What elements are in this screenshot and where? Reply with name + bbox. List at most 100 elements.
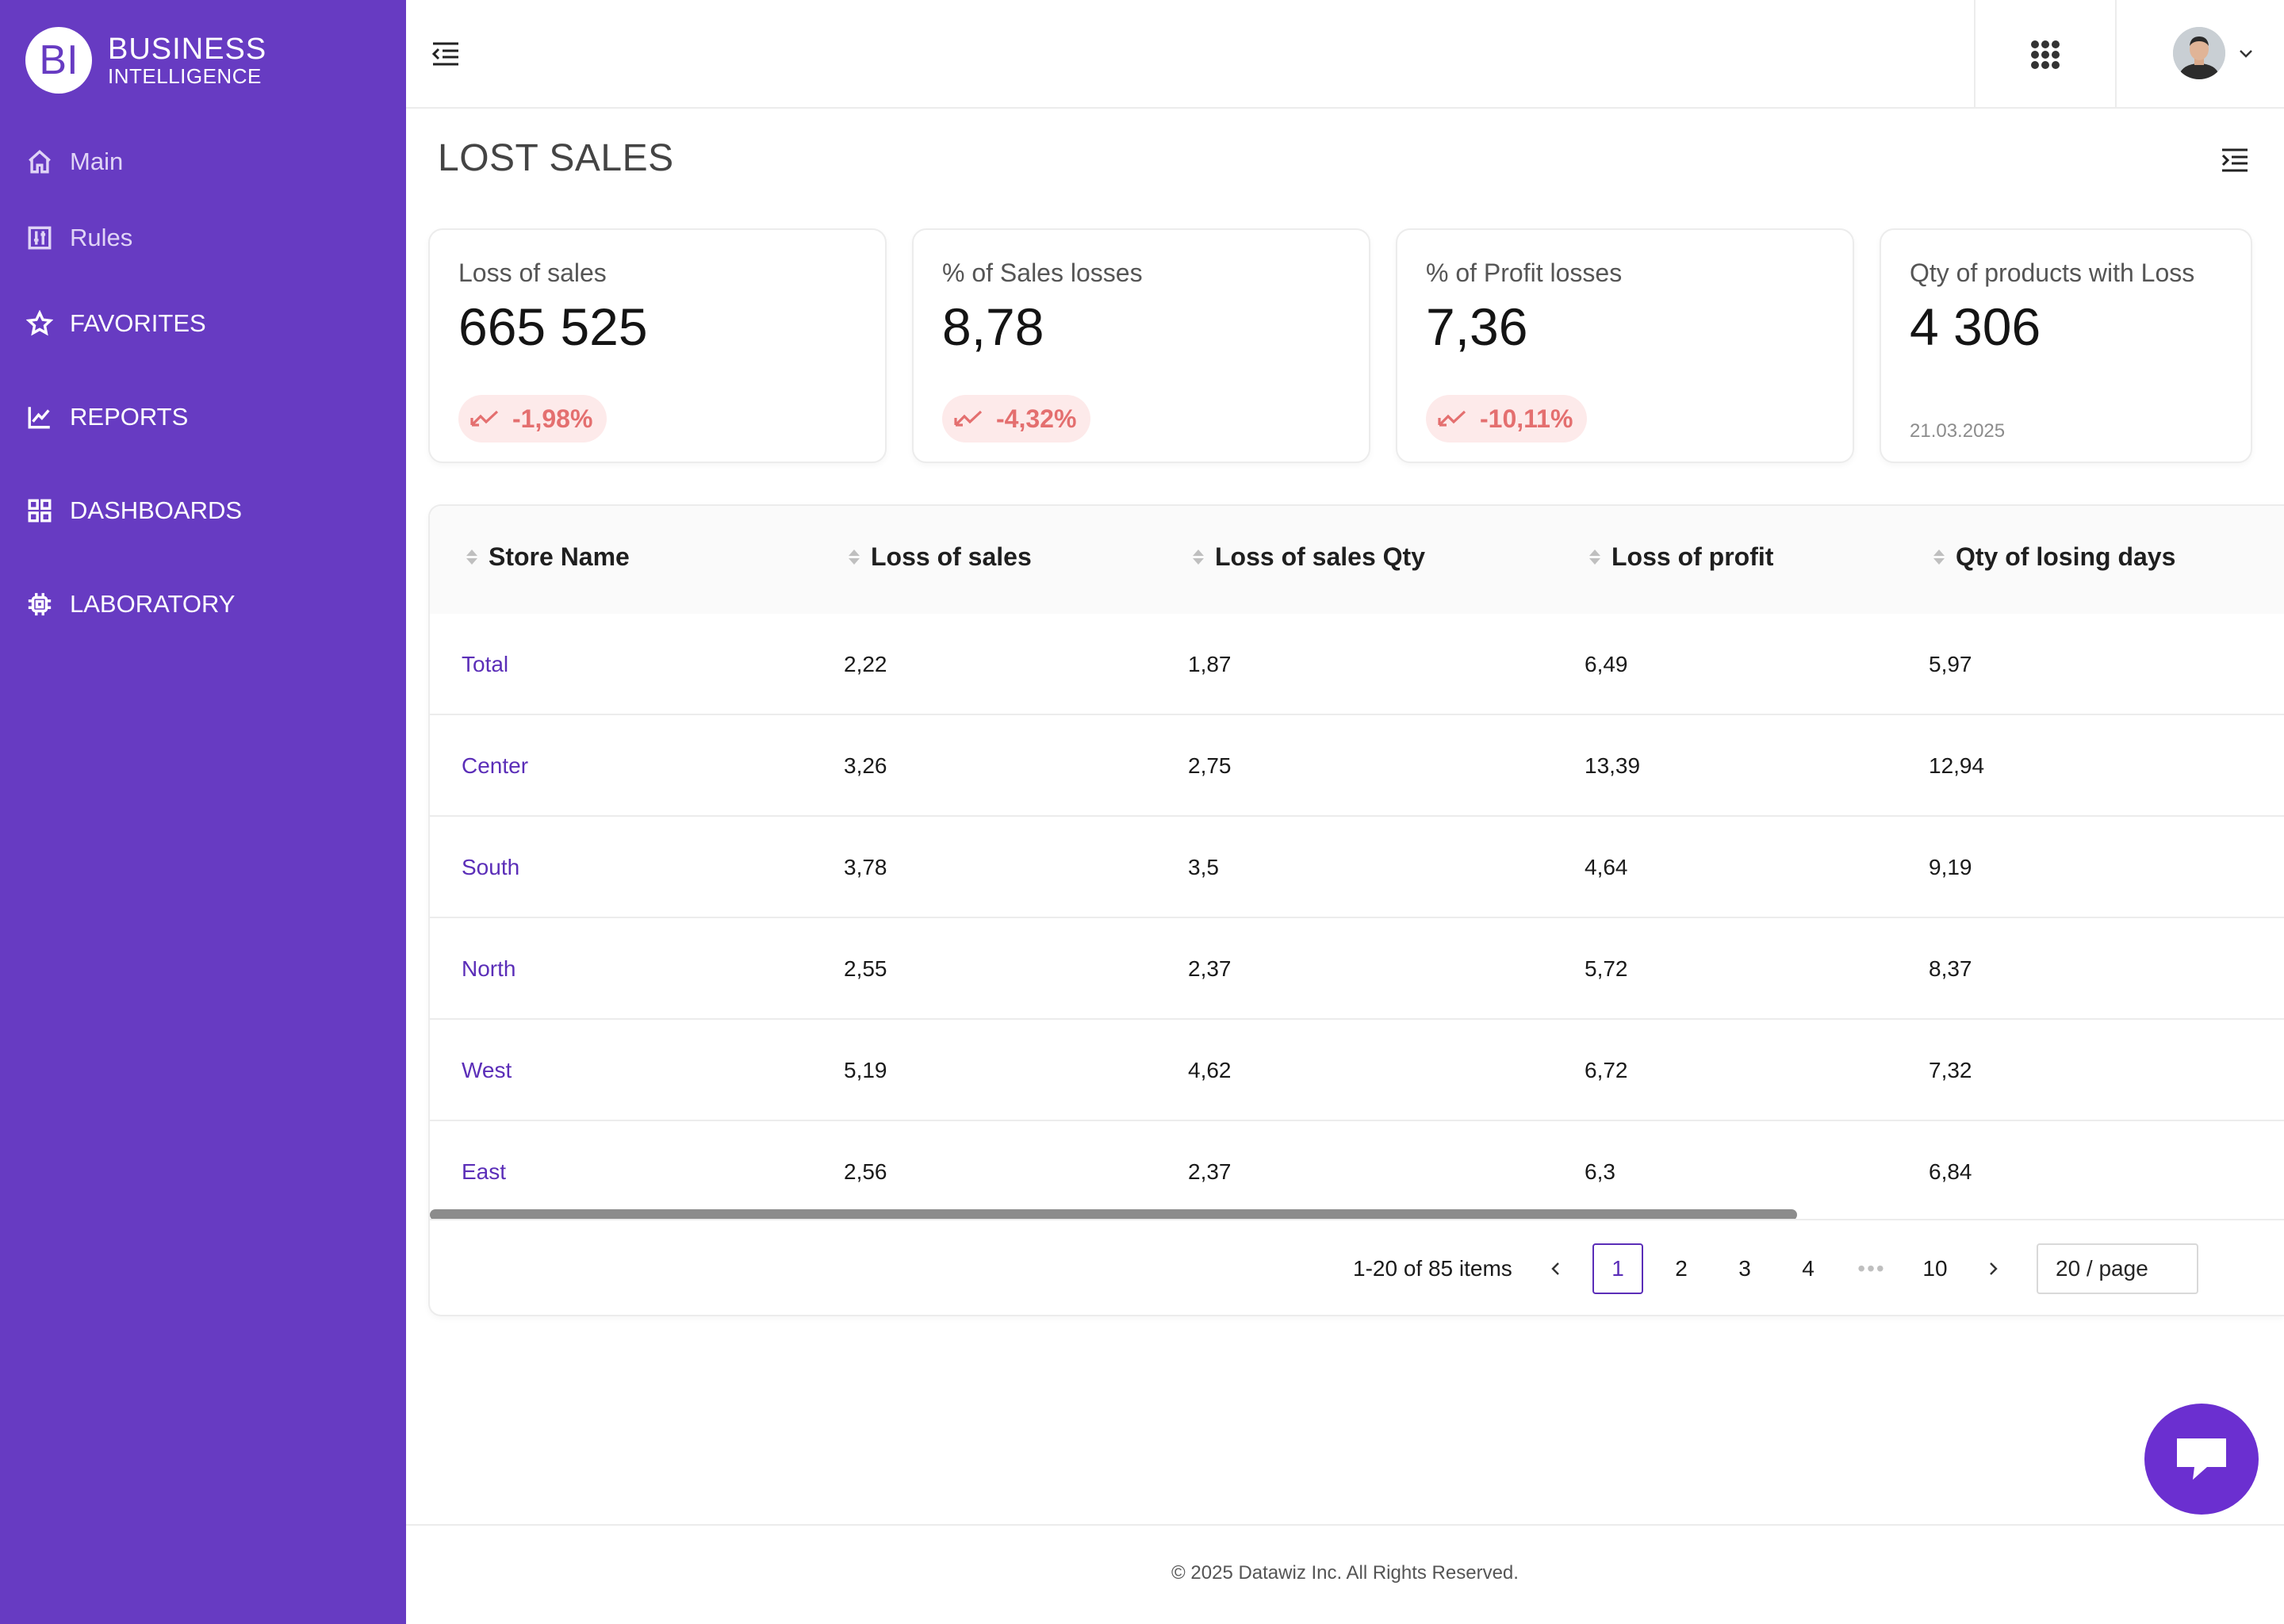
- topbar: [406, 0, 2284, 109]
- logo-mark: BI: [25, 27, 92, 94]
- column-header-label: Loss of sales Qty: [1215, 542, 1425, 571]
- horizontal-scrollbar[interactable]: [430, 1209, 1797, 1220]
- copyright-text: © 2025 Datawiz Inc. All Rights Reserved.: [1171, 1562, 1519, 1584]
- table-cell: 6,84: [1929, 1159, 1972, 1184]
- column-header-loss-of-profit[interactable]: Loss of profit: [1589, 542, 1773, 572]
- kpi-label: % of Profit losses: [1426, 259, 1623, 287]
- sidebar-item-favorites[interactable]: FAVORITES: [25, 309, 206, 338]
- table-cell: 3,78: [844, 855, 887, 879]
- table-cell: 2,56: [844, 1159, 887, 1184]
- footer: © 2025 Datawiz Inc. All Rights Reserved.: [406, 1524, 2284, 1624]
- chevron-left-icon: [1551, 1262, 1559, 1275]
- column-header-label: Qty of losing days: [1956, 542, 2176, 571]
- store-name-link[interactable]: West: [462, 1058, 512, 1082]
- home-icon: [25, 147, 54, 176]
- column-header-label: Loss of profit: [1611, 542, 1774, 571]
- page-title: LOST SALES: [438, 137, 674, 179]
- sliders-icon: [25, 224, 54, 252]
- kpi-label: Loss of sales: [458, 259, 607, 287]
- page-size-select[interactable]: 20 / page: [2037, 1243, 2198, 1294]
- column-header-losing-days[interactable]: Qty of losing days: [1933, 542, 2175, 572]
- column-header-label: Store Name: [489, 542, 630, 571]
- kpi-delta-badge: -10,11%: [1426, 395, 1588, 442]
- page-button-10[interactable]: 10: [1922, 1256, 1948, 1281]
- chat-bubble-icon: [2177, 1438, 2226, 1480]
- kpi-card-sales-losses: % of Sales losses 8,78 -4,32%: [912, 228, 1370, 463]
- column-header-label: Loss of sales: [871, 542, 1032, 571]
- column-header-loss-of-sales[interactable]: Loss of sales: [849, 542, 1032, 572]
- collapse-menu-icon[interactable]: [430, 38, 462, 70]
- grid-icon: [25, 496, 54, 525]
- sort-icon: [466, 550, 477, 565]
- store-name-link[interactable]: East: [462, 1159, 507, 1184]
- store-name-link[interactable]: South: [462, 855, 520, 879]
- table-cell: 4,62: [1188, 1058, 1232, 1082]
- logo-line-2: INTELLIGENCE: [108, 64, 262, 88]
- table-cell: 6,49: [1585, 652, 1628, 676]
- sort-icon: [1193, 550, 1204, 565]
- kpi-card-loss-of-sales: Loss of sales 665 525 -1,98%: [428, 228, 887, 463]
- table-row: Total 2,22 1,87 6,49 5,97: [430, 614, 2284, 715]
- page-button-4[interactable]: 4: [1802, 1256, 1815, 1281]
- store-name-link[interactable]: Total: [462, 652, 509, 676]
- table-cell: 3,5: [1188, 855, 1219, 879]
- page-options-icon[interactable]: [2219, 144, 2251, 176]
- prev-page-button[interactable]: [1540, 1243, 1572, 1294]
- sidebar-item-reports[interactable]: REPORTS: [25, 403, 188, 431]
- apps-button[interactable]: [1974, 0, 2117, 109]
- kpi-value: 4 306: [1910, 297, 2041, 356]
- chevron-right-icon: [1990, 1262, 1998, 1275]
- table-row: North 2,55 2,37 5,72 8,37: [430, 918, 2284, 1020]
- page-button-2[interactable]: 2: [1675, 1256, 1688, 1281]
- table-cell: 5,72: [1585, 956, 1628, 981]
- sort-icon: [1589, 550, 1600, 565]
- sidebar-item-laboratory[interactable]: LABORATORY: [25, 590, 235, 619]
- table-cell: 9,19: [1929, 855, 1972, 879]
- table-cell: 5,97: [1929, 652, 1972, 676]
- table-cell: 7,32: [1929, 1058, 1972, 1082]
- column-header-store-name[interactable]: Store Name: [466, 542, 630, 572]
- chat-button[interactable]: [2144, 1404, 2259, 1515]
- table-cell: 8,37: [1929, 956, 1972, 981]
- table-cell: 6,72: [1585, 1058, 1628, 1082]
- store-name-link[interactable]: North: [462, 956, 516, 981]
- sidebar: BI BUSINESS INTELLIGENCE Main Rules FAVO…: [0, 0, 406, 1624]
- table-cell: 2,75: [1188, 753, 1232, 778]
- table-row: South 3,78 3,5 4,64 9,19: [430, 817, 2284, 918]
- next-page-button[interactable]: [1973, 1243, 2013, 1294]
- table-cell: 1,87: [1188, 652, 1232, 676]
- page-button-1[interactable]: 1: [1592, 1243, 1643, 1294]
- store-name-link[interactable]: Center: [462, 753, 529, 778]
- column-header-loss-of-sales-qty[interactable]: Loss of sales Qty: [1193, 542, 1425, 572]
- kpi-card-profit-losses: % of Profit losses 7,36 -10,11%: [1396, 228, 1854, 463]
- table-row: East 2,56 2,37 6,3 6,84: [430, 1121, 2284, 1223]
- sidebar-item-label: REPORTS: [70, 403, 189, 431]
- kpi-delta: -10,11%: [1480, 404, 1573, 433]
- lost-sales-table: Store Name Loss of sales Loss of sales Q…: [428, 504, 2284, 1316]
- table-cell: 12,94: [1929, 753, 1985, 778]
- logo-line-1: BUSINESS: [108, 33, 267, 66]
- kpi-date: 21.03.2025: [1910, 420, 2006, 442]
- trend-down-icon: [470, 410, 499, 427]
- table-cell: 3,26: [844, 753, 887, 778]
- apps-grid-icon: [2031, 40, 2060, 69]
- kpi-value: 665 525: [458, 297, 648, 356]
- kpi-value: 7,36: [1426, 297, 1528, 356]
- table-cell: 5,19: [844, 1058, 887, 1082]
- user-menu[interactable]: [2173, 27, 2255, 79]
- page-button-3[interactable]: 3: [1738, 1256, 1751, 1281]
- table-cell: 2,37: [1188, 1159, 1232, 1184]
- logo[interactable]: BI BUSINESS INTELLIGENCE: [25, 27, 266, 94]
- star-icon: [25, 309, 54, 338]
- table-cell: 4,64: [1585, 855, 1628, 879]
- sidebar-item-main[interactable]: Main: [25, 147, 123, 176]
- table-cell: 2,22: [844, 652, 887, 676]
- chevron-down-icon: [2240, 50, 2252, 58]
- pagination-ellipsis[interactable]: •••: [1857, 1256, 1886, 1281]
- chart-line-icon: [25, 403, 54, 431]
- sidebar-item-rules[interactable]: Rules: [25, 224, 132, 252]
- sidebar-item-label: DASHBOARDS: [70, 496, 243, 524]
- sidebar-item-dashboards[interactable]: DASHBOARDS: [25, 496, 242, 525]
- sidebar-item-label: LABORATORY: [70, 590, 236, 618]
- sort-icon: [849, 550, 860, 565]
